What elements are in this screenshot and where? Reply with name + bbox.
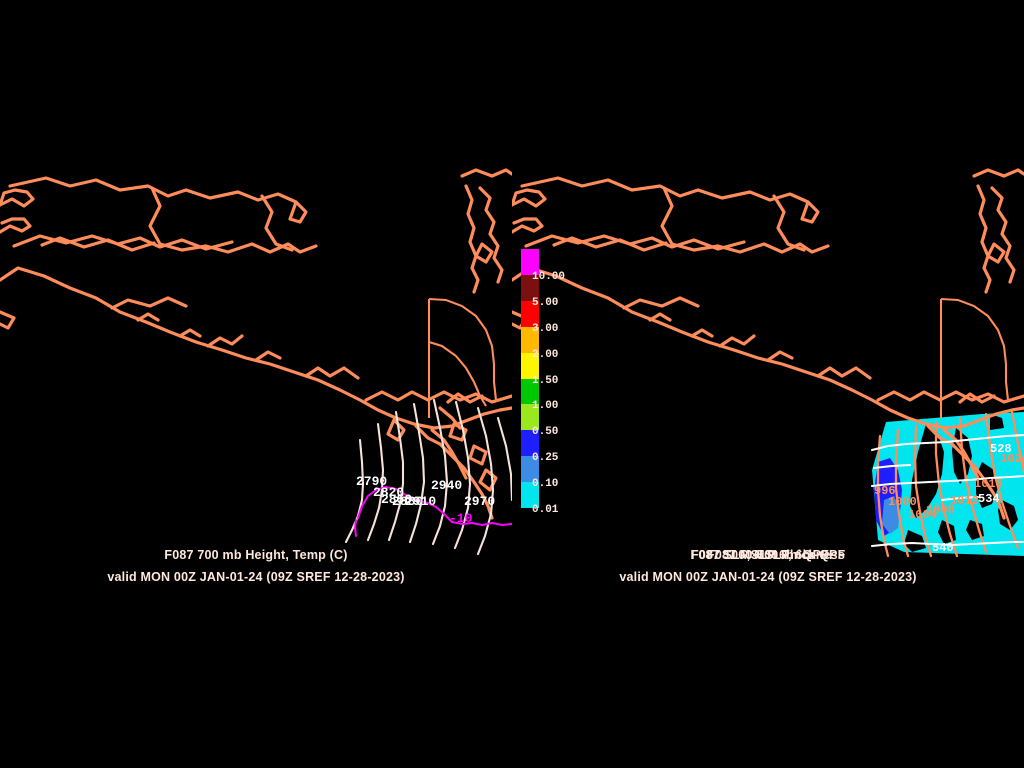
qpf-colorbar <box>521 249 539 534</box>
qpf-colorbar-labels: 10.00 5.00 3.00 2.00 1.50 1.00 0.50 0.25 0.10 0.0… <box>532 243 592 543</box>
isobars-right <box>876 410 1024 558</box>
contour-label-2790: 2790 <box>356 474 387 489</box>
qpf-tick-3.00: 3.00 <box>532 322 559 335</box>
isobar-labels-right: 996 1000 1004 1008 1012 1016 1020 <box>874 452 1024 522</box>
qpf-tick-1.50: 1.50 <box>532 374 559 387</box>
right-panel-title: F087 1000-500 Thickness F087 SLP, MSLP, … <box>512 548 1024 564</box>
thickness-labels-right: 528 534 540 <box>932 442 1012 555</box>
qpf-tick-10.00: 10.00 <box>532 270 566 283</box>
isobar-label-1008: 1008 <box>926 503 955 517</box>
qpf-swatch-0.01 <box>521 482 539 509</box>
qpf-tick-2.00: 2.00 <box>532 348 559 361</box>
left-panel-title: F087 700 mb Height, Temp (C) <box>0 548 512 562</box>
panel-mslp-thickness-qpf: 996 1000 1004 1008 1012 1016 1020 528 53… <box>512 0 1024 768</box>
right-valid-text: valid MON 00Z JAN-01-24 (09Z SREF 12-28-… <box>619 570 917 584</box>
left-title-text: F087 700 mb Height, Temp (C) <box>164 548 348 562</box>
isobar-label-1016: 1016 <box>974 477 1003 491</box>
qpf-swatch-0.50 <box>521 404 539 431</box>
contour-label-2940: 2940 <box>431 478 462 493</box>
coastline-left <box>0 168 512 520</box>
qpf-swatch-0.10 <box>521 456 539 483</box>
height-contour-labels-left: 2790 2820 2850 2880 2910 2940 2970 <box>356 474 495 509</box>
thickness-contours-right <box>870 433 1024 548</box>
qpf-tick-0.10: 0.10 <box>532 478 559 491</box>
qpf-swatch-3.00 <box>521 300 539 327</box>
political-borders-right <box>939 297 1010 418</box>
contour-label-2970: 2970 <box>464 494 495 509</box>
political-borders-left <box>427 297 498 418</box>
qpf-swatch-none <box>521 508 539 534</box>
map-left: 2790 2820 2850 2880 2910 2940 2970 -10 <box>0 168 512 556</box>
right-title-mslp-qpf: F087 MSLP 6hr QPF <box>707 548 829 562</box>
right-title-slp-qpf: F087 SLP, MSLP, 6hr QPF <box>690 548 846 562</box>
thickness-label-528: 528 <box>990 442 1012 456</box>
isobar-label-1000: 1000 <box>888 495 917 509</box>
isobar-label-1012: 1012 <box>950 494 979 508</box>
qpf-swatch-0.25 <box>521 430 539 457</box>
qpf-tick-0.50: 0.50 <box>532 426 559 439</box>
thickness-label-534: 534 <box>978 492 1000 506</box>
isobar-label-1020: 1020 <box>1000 452 1024 466</box>
map-right: 996 1000 1004 1008 1012 1016 1020 528 53… <box>512 168 1024 558</box>
qpf-swatch-1.50 <box>521 352 539 379</box>
right-title-thickness: F087 1000-500 Thickness <box>690 548 845 562</box>
qpf-swatch-2.00 <box>521 326 539 353</box>
qpf-swatch-1.00 <box>521 378 539 405</box>
thickness-label-540: 540 <box>932 541 954 555</box>
temp-contour-labels-left: -10 <box>449 511 473 526</box>
panel-700mb-height-temp: 2790 2820 2850 2880 2910 2940 2970 -10 F… <box>0 168 512 584</box>
qpf-tick-1.00: 1.00 <box>532 400 559 413</box>
height-contours-left <box>344 398 512 556</box>
qpf-tick-0.25: 0.25 <box>532 452 559 465</box>
isobar-label-1004: 1004 <box>908 508 937 522</box>
right-panel-valid: valid MON 00Z JAN-01-24 (09Z SREF 12-28-… <box>512 570 1024 584</box>
right-title-stack: F087 1000-500 Thickness F087 SLP, MSLP, … <box>512 548 1024 564</box>
temp-contours-left <box>353 485 512 537</box>
coastline-right <box>512 168 1024 520</box>
qpf-swatch-10.00 <box>521 249 539 275</box>
qpf-tick-0.01: 0.01 <box>532 504 559 517</box>
qpf-swatch-5.00 <box>521 274 539 301</box>
qpf-tick-5.00: 5.00 <box>532 296 559 309</box>
contour-label-2910: 2910 <box>405 494 436 509</box>
contour-label-2820: 2820 <box>373 485 404 500</box>
contour-label-2850: 2850 <box>381 492 412 507</box>
left-valid-text: valid MON 00Z JAN-01-24 (09Z SREF 12-28-… <box>107 570 405 584</box>
left-panel-valid: valid MON 00Z JAN-01-24 (09Z SREF 12-28-… <box>0 570 512 584</box>
temp-label-minus10: -10 <box>449 511 473 526</box>
isobar-label-996: 996 <box>874 484 896 498</box>
contour-label-2880: 2880 <box>392 494 423 509</box>
